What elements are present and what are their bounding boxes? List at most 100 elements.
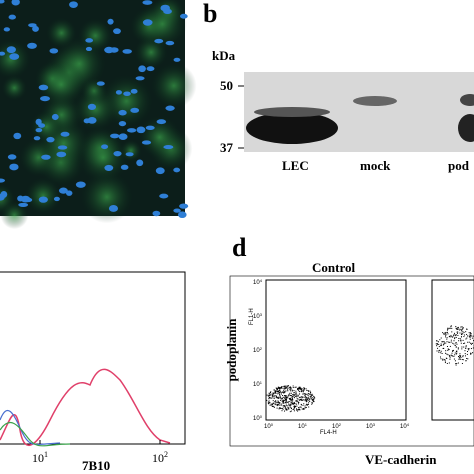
event-dot — [301, 408, 303, 410]
nucleus — [87, 116, 97, 124]
event-dot — [454, 360, 456, 362]
event-dot — [289, 404, 291, 406]
event-dot — [472, 347, 474, 349]
event-dot — [294, 392, 296, 394]
event-dot — [457, 326, 459, 328]
event-dot — [299, 398, 301, 400]
event-dot — [462, 331, 464, 333]
event-dot — [278, 404, 280, 406]
event-dot — [270, 393, 272, 395]
event-dot — [455, 342, 457, 344]
event-dot — [312, 394, 314, 396]
nucleus — [75, 181, 86, 188]
event-dot — [302, 408, 304, 410]
event-dot — [279, 389, 281, 391]
event-dot — [292, 400, 294, 402]
event-dot — [270, 394, 272, 396]
event-dot — [293, 407, 295, 409]
event-dot — [445, 352, 447, 354]
event-dot — [311, 401, 313, 403]
event-dot — [468, 336, 470, 338]
event-dot — [453, 332, 455, 334]
event-dot — [460, 333, 462, 335]
nucleus — [35, 128, 43, 133]
event-dot — [298, 390, 300, 392]
event-dot — [278, 396, 280, 398]
event-dot — [468, 341, 470, 343]
event-dot — [312, 401, 314, 403]
tick-label: 102 — [332, 422, 342, 430]
event-dot — [459, 332, 461, 334]
event-dot — [447, 349, 449, 351]
event-dot — [279, 393, 281, 395]
tick-label: 103 — [253, 312, 263, 320]
nucleus — [159, 193, 169, 199]
tick-base: 10 — [253, 280, 260, 286]
event-dot — [455, 337, 457, 339]
tick-base: 10 — [400, 424, 407, 430]
event-dot — [310, 394, 312, 396]
event-dot — [276, 389, 278, 391]
event-dot — [467, 341, 469, 343]
event-dot — [276, 391, 278, 393]
axis-label: 7B10 — [82, 458, 110, 473]
event-dot — [270, 397, 272, 399]
event-dot — [299, 391, 301, 393]
event-dot — [460, 339, 462, 341]
nucleus — [101, 144, 109, 150]
nucleus — [122, 49, 132, 54]
event-dot — [312, 400, 314, 402]
event-dot — [460, 340, 462, 342]
nucleus — [118, 120, 127, 127]
event-dot — [455, 334, 457, 336]
event-dot — [462, 355, 464, 357]
event-dot — [285, 396, 287, 398]
event-dot — [284, 387, 286, 389]
event-dot — [304, 400, 306, 402]
nucleus — [85, 46, 93, 52]
event-dot — [442, 344, 444, 346]
event-dot — [469, 333, 471, 335]
event-dot — [310, 392, 312, 394]
event-dot — [289, 389, 291, 391]
event-dot — [440, 345, 442, 347]
event-dot — [295, 394, 297, 396]
nucleus — [24, 197, 33, 203]
event-dot — [285, 395, 287, 397]
event-dot — [446, 338, 448, 340]
event-dot — [302, 393, 304, 395]
event-dot — [271, 397, 273, 399]
event-dot — [449, 345, 451, 347]
event-dot — [452, 350, 454, 352]
event-dot — [296, 408, 298, 410]
event-dot — [285, 390, 287, 392]
nucleus — [87, 103, 97, 110]
event-dot — [451, 336, 453, 338]
nucleus — [120, 164, 129, 170]
event-dot — [284, 407, 286, 409]
event-dot — [306, 404, 308, 406]
event-dot — [444, 359, 446, 361]
event-dot — [271, 405, 273, 407]
event-dot — [305, 397, 307, 399]
event-dot — [296, 409, 298, 411]
event-dot — [277, 396, 279, 398]
event-dot — [468, 332, 470, 334]
event-dot — [292, 396, 294, 398]
event-dot — [298, 386, 300, 388]
event-dot — [454, 344, 456, 346]
event-dot — [274, 392, 276, 394]
event-dot — [464, 342, 466, 344]
panel-label: d — [232, 233, 247, 262]
event-dot — [312, 399, 314, 401]
event-dot — [443, 333, 445, 335]
tick-base: 10 — [253, 348, 260, 354]
event-dot — [290, 392, 292, 394]
event-dot — [468, 348, 470, 350]
event-dot — [290, 402, 292, 404]
event-dot — [278, 392, 280, 394]
event-dot — [290, 403, 292, 405]
nucleus — [38, 196, 48, 203]
event-dot — [451, 331, 453, 333]
event-dot — [284, 387, 286, 389]
